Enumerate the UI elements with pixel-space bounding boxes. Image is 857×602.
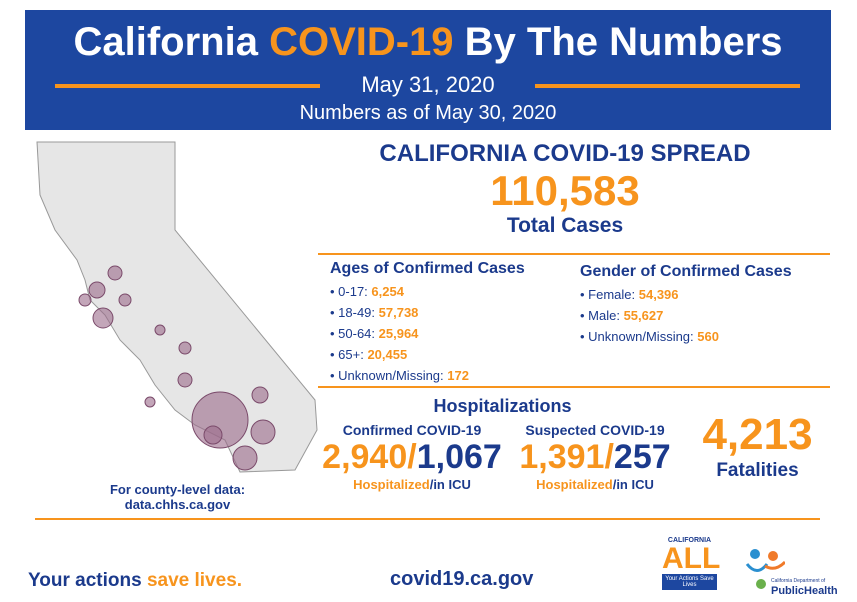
spread-section: CALIFORNIA COVID-19 SPREAD 110,583 Total… — [330, 140, 800, 238]
ages-items-0-value: 6,254 — [371, 284, 404, 299]
california-map — [36, 141, 318, 473]
county-bubble — [118, 293, 132, 307]
list-item: • Female: 54,396 — [580, 287, 792, 302]
county-bubble — [92, 307, 114, 329]
gender-list: • Female: 54,396 • Male: 55,627 • Unknow… — [580, 287, 792, 344]
fatalities-count: 4,213 — [702, 410, 813, 459]
ages-section: Ages of Confirmed Cases • 0-17: 6,254 • … — [330, 260, 525, 389]
list-item: • Unknown/Missing: 172 — [330, 368, 525, 383]
county-bubble — [203, 425, 223, 445]
header-title_pre: California — [73, 20, 270, 64]
list-item: • 0-17: 6,254 — [330, 284, 525, 299]
county-bubble — [154, 324, 166, 336]
footer-cdph_small: California Department of — [771, 578, 826, 584]
ages-list: • 0-17: 6,254 • 18-49: 57,738 • 50-64: 2… — [330, 284, 525, 383]
suspected-label: Suspected COVID-19 — [525, 422, 665, 438]
footer-ca_all_top: CALIFORNIA — [667, 537, 712, 544]
header-banner: California COVID-19 By The Numbers May 3… — [25, 10, 831, 130]
california-all-logo: CALIFORNIA ALL Your Actions Save Lives — [662, 537, 721, 590]
as-of-date: Numbers as of May 30, 2020 — [299, 102, 557, 124]
divider — [318, 386, 830, 388]
total-cases-label: Total Cases — [506, 214, 624, 237]
list-item: • 65+: 20,455 — [330, 347, 525, 362]
footer-slogan_b: save lives. — [146, 570, 243, 591]
gender-heading: Gender of Confirmed Cases — [580, 263, 792, 280]
footer-ca_all: ALL — [662, 542, 721, 575]
ages-items-3-label: • 65+: — [330, 347, 368, 362]
hosp-sub_b: /in ICU — [612, 477, 654, 492]
divider — [535, 84, 800, 88]
ages-items-1-value: 57,738 — [378, 305, 419, 320]
list-item: • 18-49: 57,738 — [330, 305, 525, 320]
website-link[interactable]: covid19.ca.gov — [390, 568, 534, 590]
ages-items-2-label: • 50-64: — [330, 326, 379, 341]
fatalities: 4,213 Fatalities — [690, 410, 825, 482]
list-item: • 50-64: 25,964 — [330, 326, 525, 341]
hosp-suspected-hosp: 1,391 — [519, 438, 605, 476]
county-bubble — [107, 265, 123, 281]
page-title: California COVID-19 By The Numbers — [25, 20, 831, 65]
county-bubble — [251, 386, 269, 404]
fatalities-label: Fatalities — [716, 460, 799, 481]
divider — [55, 84, 320, 88]
ages-items-2-value: 25,964 — [378, 326, 419, 341]
spread-heading: CALIFORNIA COVID-19 SPREAD — [379, 140, 751, 167]
hosp-sub_b: /in ICU — [429, 477, 471, 492]
hospitalizations-heading: Hospitalizations — [433, 396, 572, 416]
gender-items-2-label: • Unknown/Missing: — [580, 329, 698, 344]
divider — [35, 518, 820, 520]
county-bubble — [88, 281, 106, 299]
ages-items-4-label: • Unknown/Missing: — [330, 368, 448, 383]
slogan: Your actions save lives. — [28, 570, 242, 592]
suspected-hospitalizations: Suspected COVID-19 1,391/257 Hospitalize… — [515, 422, 675, 492]
list-item: • Male: 55,627 — [580, 308, 792, 323]
gender-items-0-value: 54,396 — [638, 287, 679, 302]
total-cases: 110,583 — [490, 167, 640, 214]
cdph-logo: California Department of PublicHealth — [745, 542, 838, 602]
divider — [318, 253, 830, 255]
gender-items-1-value: 55,627 — [623, 308, 664, 323]
county-data-note: For county-level data: data.chhs.ca.gov — [95, 482, 260, 512]
ages-items-4-value: 172 — [447, 368, 469, 383]
confirmed-label: Confirmed COVID-19 — [342, 422, 482, 438]
hosp-suspected-icu: 257 — [613, 438, 671, 476]
gender-section: Gender of Confirmed Cases • Female: 54,3… — [580, 263, 792, 350]
header-title_post: By The Numbers — [453, 20, 783, 64]
footer-ca_all_sub: Your Actions Save Lives — [662, 574, 717, 590]
ages-items-1-label: • 18-49: — [330, 305, 379, 320]
county-bubble — [178, 341, 192, 355]
cdph-figure-icon — [745, 549, 787, 589]
ages-heading: Ages of Confirmed Cases — [330, 260, 525, 277]
report-date: May 31, 2020 — [361, 72, 495, 97]
gender-items-1-label: • Male: — [580, 308, 624, 323]
header-title_highlight: COVID-19 — [269, 20, 454, 64]
hosp-confirmed-hosp: 2,940 — [322, 438, 408, 476]
hosp-sub_a: Hospitalized — [353, 477, 430, 492]
hosp-slash: / — [407, 438, 417, 476]
county-note-label: For county-level data: — [109, 482, 246, 497]
gender-items-2-value: 560 — [697, 329, 719, 344]
county-bubble — [177, 372, 193, 388]
hosp-confirmed-icu: 1,067 — [416, 438, 502, 476]
footer-cdph: PublicHealth — [771, 585, 838, 597]
ages-items-3-value: 20,455 — [367, 347, 408, 362]
list-item: • Unknown/Missing: 560 — [580, 329, 792, 344]
county-bubble — [232, 445, 258, 471]
hosp-slash: / — [604, 438, 614, 476]
county-bubble — [144, 396, 156, 408]
county-bubble — [78, 293, 92, 307]
ages-items-0-label: • 0-17: — [330, 284, 372, 299]
county-bubble — [250, 419, 276, 445]
confirmed-hospitalizations: Confirmed COVID-19 2,940/1,067 Hospitali… — [322, 422, 502, 492]
gender-items-0-label: • Female: — [580, 287, 639, 302]
county-data-link[interactable]: data.chhs.ca.gov — [124, 497, 231, 512]
footer-slogan_a: Your actions — [28, 570, 147, 591]
hosp-sub_a: Hospitalized — [536, 477, 613, 492]
